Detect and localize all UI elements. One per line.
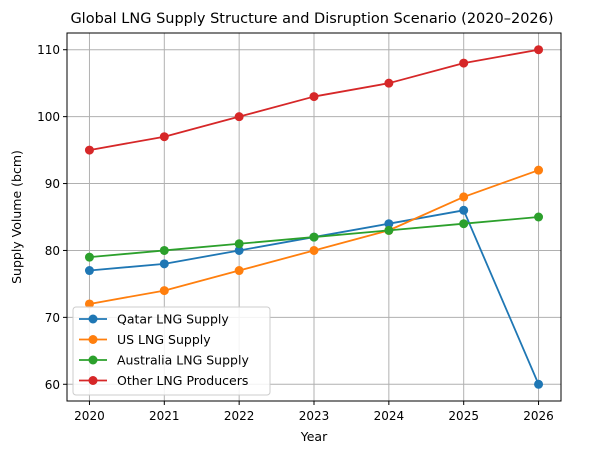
- legend-label: US LNG Supply: [117, 332, 211, 347]
- data-point: [384, 78, 394, 88]
- legend-label: Australia LNG Supply: [117, 353, 249, 368]
- data-point: [234, 266, 244, 276]
- data-point: [84, 266, 94, 276]
- data-point: [534, 212, 544, 222]
- y-tick-label: 100: [37, 110, 60, 124]
- y-tick-label: 110: [37, 43, 60, 57]
- legend-entry: Australia LNG Supply: [79, 353, 249, 368]
- x-tick-label: 2024: [374, 409, 405, 423]
- data-point: [534, 379, 544, 389]
- y-axis-label: Supply Volume (bcm): [9, 150, 24, 284]
- y-tick-label: 70: [45, 311, 60, 325]
- data-point: [159, 259, 169, 269]
- data-point: [459, 205, 469, 215]
- x-axis: 2020 2021 2022 2023 2024 2025 2026: [74, 401, 554, 423]
- data-point: [384, 225, 394, 235]
- y-tick-label: 80: [45, 244, 60, 258]
- data-point: [234, 239, 244, 249]
- y-tick-label: 60: [45, 378, 60, 392]
- legend: Qatar LNG Supply US LNG Supply Australia L…: [72, 306, 271, 396]
- grid: [67, 33, 561, 401]
- chart-title: Global LNG Supply Structure and Disrupti…: [70, 11, 553, 27]
- data-point: [309, 92, 319, 102]
- x-tick-label: 2022: [224, 409, 255, 423]
- legend-marker: [88, 376, 98, 385]
- data-point: [84, 145, 94, 155]
- data-point: [234, 245, 244, 255]
- x-tick-label: 2023: [299, 409, 330, 423]
- data-point: [84, 299, 94, 309]
- x-tick-label: 2026: [523, 409, 554, 423]
- data-point: [459, 192, 469, 202]
- x-axis-label: Year: [300, 429, 328, 444]
- data-point: [459, 58, 469, 68]
- data-point: [384, 219, 394, 229]
- data-point: [309, 245, 319, 255]
- data-point: [534, 165, 544, 175]
- legend-label: Qatar LNG Supply: [117, 312, 229, 327]
- series-group: [84, 45, 544, 389]
- x-tick-label: 2021: [149, 409, 180, 423]
- data-point: [234, 112, 244, 122]
- legend-entry: Other LNG Producers: [79, 373, 248, 388]
- legend-box: [72, 306, 271, 396]
- legend-marker: [88, 335, 98, 344]
- x-tick-label: 2025: [448, 409, 479, 423]
- legend-label: Other LNG Producers: [117, 373, 248, 388]
- data-point: [159, 245, 169, 255]
- data-point: [534, 45, 544, 55]
- y-tick-label: 90: [45, 177, 60, 191]
- x-tick-label: 2020: [74, 409, 105, 423]
- series-australia-lng-supply: [84, 212, 544, 262]
- legend-entry: US LNG Supply: [79, 332, 211, 347]
- series-other-lng-producers: [84, 45, 544, 155]
- data-point: [309, 232, 319, 242]
- data-point: [84, 252, 94, 262]
- data-point: [159, 286, 169, 296]
- legend-marker: [88, 314, 98, 324]
- y-axis: 60 70 80 90 100 110: [37, 43, 67, 392]
- data-point: [459, 219, 469, 229]
- legend-entry: Qatar LNG Supply: [79, 312, 229, 327]
- legend-marker: [88, 355, 98, 365]
- data-point: [159, 132, 169, 142]
